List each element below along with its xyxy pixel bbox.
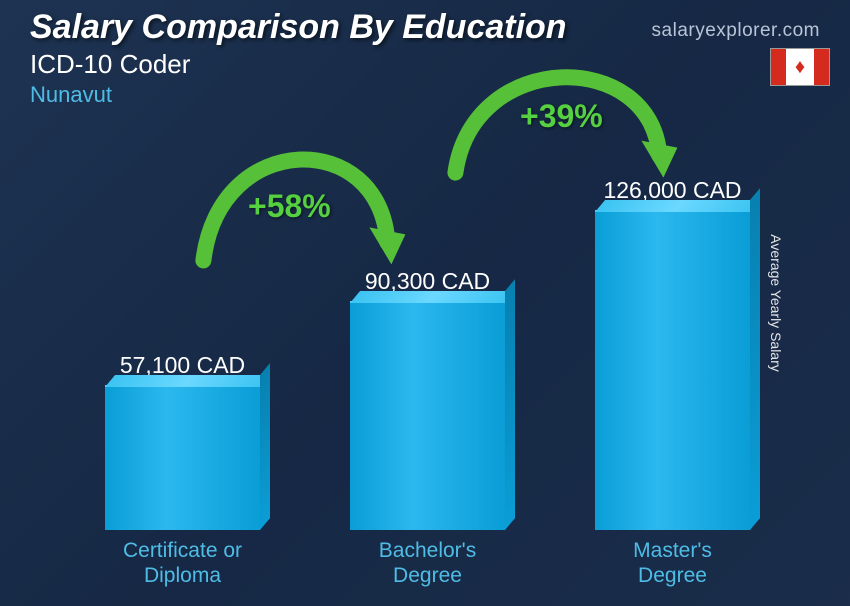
growth-percentage: +39% [520, 98, 603, 135]
bar-chart: 57,100 CADCertificate or Diploma 90,300 C… [50, 68, 780, 588]
bar-category-label: Certificate or Diploma [123, 538, 242, 588]
bar [595, 210, 750, 530]
bar-category-label: Bachelor's Degree [379, 538, 476, 588]
bar-group: 126,000 CADMaster's Degree [585, 177, 760, 588]
bar [105, 385, 260, 530]
bar [350, 301, 505, 530]
bar-group: 90,300 CADBachelor's Degree [340, 268, 515, 588]
watermark-text: salaryexplorer.com [652, 20, 820, 42]
bar-group: 57,100 CADCertificate or Diploma [95, 352, 270, 588]
bar-category-label: Master's Degree [633, 538, 712, 588]
growth-percentage: +58% [248, 188, 331, 225]
maple-leaf-icon: ♦ [795, 57, 805, 77]
chart-title: Salary Comparison By Education [30, 8, 567, 47]
